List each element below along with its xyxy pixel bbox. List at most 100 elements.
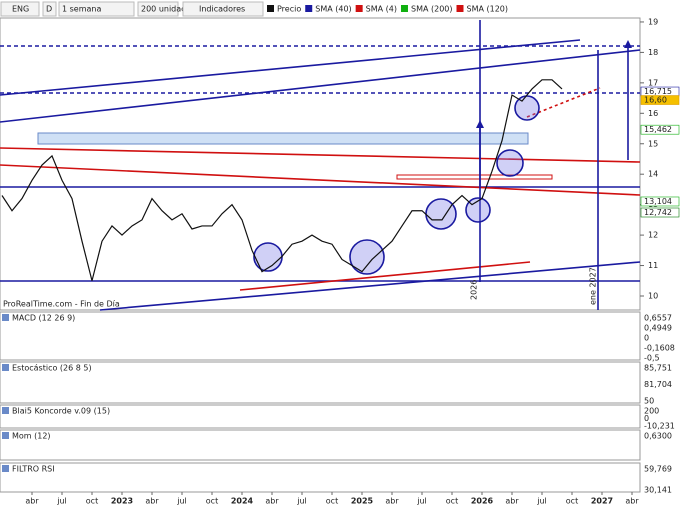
y-tick-label: 11	[648, 261, 658, 270]
red-trend	[239, 261, 531, 291]
legend-swatch	[355, 5, 363, 12]
x-tick-label: jul	[176, 497, 187, 506]
panel-value: 0,4949	[644, 324, 672, 333]
y-tick-label: 10	[648, 291, 658, 300]
indicator-panels: MACD (12 26 9) 0,65570,49490-0,1608-0,5Es…	[0, 311, 675, 495]
panel-value: 59,769	[644, 465, 672, 474]
circle	[514, 95, 540, 121]
x-tick-label: oct	[446, 497, 458, 506]
red-trend	[0, 147, 641, 163]
circle	[425, 198, 457, 230]
indicator-panel	[0, 429, 641, 461]
price-tag	[640, 207, 680, 218]
legend-swatch	[456, 5, 464, 12]
y-tick-label: 18	[648, 48, 658, 57]
x-tick-label: oct	[566, 497, 578, 506]
period: 1 semana	[62, 5, 101, 14]
circle	[496, 149, 524, 177]
x-tick-label: jul	[56, 497, 67, 506]
x-tick-label: 2026	[471, 497, 494, 506]
legend-label: SMA (4)	[366, 5, 397, 14]
panel-value: 85,751	[644, 364, 672, 373]
symbol: ENG	[12, 5, 29, 14]
mode: D	[46, 5, 52, 14]
drawings	[0, 20, 641, 311]
channel	[0, 39, 581, 96]
indicator-panel	[0, 462, 641, 493]
panel-title: Mom (12)	[12, 432, 51, 441]
panel-title-bg	[2, 314, 9, 321]
channel	[99, 261, 641, 311]
symbol-box[interactable]	[0, 1, 40, 17]
y-tick-label: 15	[648, 139, 658, 148]
panel-value: 0,6557	[644, 314, 672, 323]
indicator-panel	[0, 404, 641, 429]
x-tick-label: abr	[385, 497, 399, 506]
y-tick-label: 17	[648, 78, 658, 87]
legend-label: Precio	[277, 5, 301, 14]
price-tag-label: 15,462	[644, 125, 672, 134]
panel-title: Estocástico (26 8 5)	[12, 364, 92, 373]
legend-swatch	[267, 5, 274, 12]
circle	[349, 239, 385, 275]
mode-box[interactable]	[42, 1, 57, 17]
indicators-button: Indicadores	[199, 5, 245, 14]
panel-title: Blai5 Koncorde v.09 (15)	[12, 407, 110, 416]
arrow-head	[476, 120, 484, 128]
x-tick-label: 2027	[591, 497, 613, 506]
legend-label: SMA (200)	[411, 5, 453, 14]
panel-value: 0,6300	[644, 432, 672, 441]
y-tick-label: 12	[648, 231, 658, 240]
x-tick-label: abr	[265, 497, 279, 506]
panel-title: MACD (12 26 9)	[12, 314, 75, 323]
y-tick-label: 16	[648, 109, 658, 118]
price-tag	[640, 95, 680, 105]
x-tick-label: 2025	[351, 497, 374, 506]
panel-value: -0,5	[644, 354, 660, 363]
arrow-head	[624, 40, 632, 48]
x-tick-label: abr	[145, 497, 159, 506]
panel-value: 0	[644, 414, 649, 423]
x-tick-label: jul	[416, 497, 427, 506]
toolbar: ENG D 1 semana 200 unidades Indicadores	[0, 1, 264, 17]
red-box	[396, 174, 553, 180]
indicators-box[interactable]	[182, 1, 264, 17]
x-tick-label: 2023	[111, 497, 133, 506]
panel-value: 200	[644, 407, 659, 416]
units-box[interactable]	[137, 1, 179, 17]
legend: Precio SMA (40) SMA (4) SMA (200) SMA (120)	[267, 5, 508, 14]
panel-title-bg	[2, 465, 9, 472]
price-tag-label: 16,60	[644, 96, 667, 105]
y-tick-label: 14	[648, 170, 658, 179]
legend-label: SMA (120)	[467, 5, 509, 14]
price-tag-label: 16,715	[644, 87, 672, 96]
price-tag	[640, 196, 680, 207]
panel-value: 0	[644, 334, 649, 343]
period-box[interactable]	[58, 1, 135, 17]
panel-title-bg	[2, 407, 9, 414]
price-tag-label: 12,742	[644, 208, 672, 217]
panel-title-bg	[2, 432, 9, 439]
marker-label: ene 2027	[589, 267, 598, 305]
red-trend	[526, 87, 601, 118]
panel-value: 30,141	[644, 486, 672, 495]
indicator-panel	[0, 311, 641, 361]
panel-title: FILTRO RSI	[12, 465, 55, 474]
panel-value: 50	[644, 397, 654, 406]
x-tick-label: abr	[625, 497, 639, 506]
main-panel	[0, 17, 641, 311]
x-tick-label: 2024	[231, 497, 254, 506]
zone	[37, 132, 529, 145]
channel	[0, 49, 641, 123]
legend-swatch	[400, 5, 408, 12]
x-tick-label: oct	[206, 497, 218, 506]
x-tick-label: jul	[536, 497, 547, 506]
circle	[253, 242, 283, 272]
panel-title-bg	[2, 364, 9, 371]
x-tick-label: jul	[296, 497, 307, 506]
panel-value: -10,231	[644, 422, 675, 431]
x-tick-label: oct	[326, 497, 338, 506]
price-tag-label: 13,104	[644, 197, 672, 206]
panel-value: -0,1608	[644, 344, 675, 353]
